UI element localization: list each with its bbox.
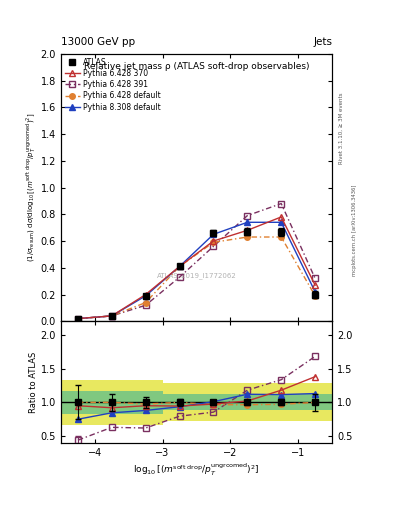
Y-axis label: Ratio to ATLAS: Ratio to ATLAS — [29, 351, 38, 413]
Y-axis label: $(1/\sigma_{\rm resum})\ {\rm d}\sigma/{\rm d}\log_{10}[(m^{\rm soft\ drop}/p_T^: $(1/\sigma_{\rm resum})\ {\rm d}\sigma/{… — [24, 113, 38, 262]
X-axis label: $\log_{10}[(m^{\rm soft\ drop}/p_T^{\rm ungroomed})^2]$: $\log_{10}[(m^{\rm soft\ drop}/p_T^{\rm … — [133, 462, 260, 478]
Text: Jets: Jets — [313, 37, 332, 47]
Text: Rivet 3.1.10, ≥ 3M events: Rivet 3.1.10, ≥ 3M events — [339, 92, 344, 164]
Text: 13000 GeV pp: 13000 GeV pp — [61, 37, 135, 47]
Text: mcplots.cern.ch [arXiv:1306.3436]: mcplots.cern.ch [arXiv:1306.3436] — [352, 185, 357, 276]
Text: ATLAS_2019_I1772062: ATLAS_2019_I1772062 — [157, 272, 236, 279]
Legend: ATLAS, Pythia 6.428 370, Pythia 6.428 391, Pythia 6.428 default, Pythia 8.308 de: ATLAS, Pythia 6.428 370, Pythia 6.428 39… — [65, 57, 161, 112]
Text: Relative jet mass ρ (ATLAS soft-drop observables): Relative jet mass ρ (ATLAS soft-drop obs… — [84, 62, 309, 71]
